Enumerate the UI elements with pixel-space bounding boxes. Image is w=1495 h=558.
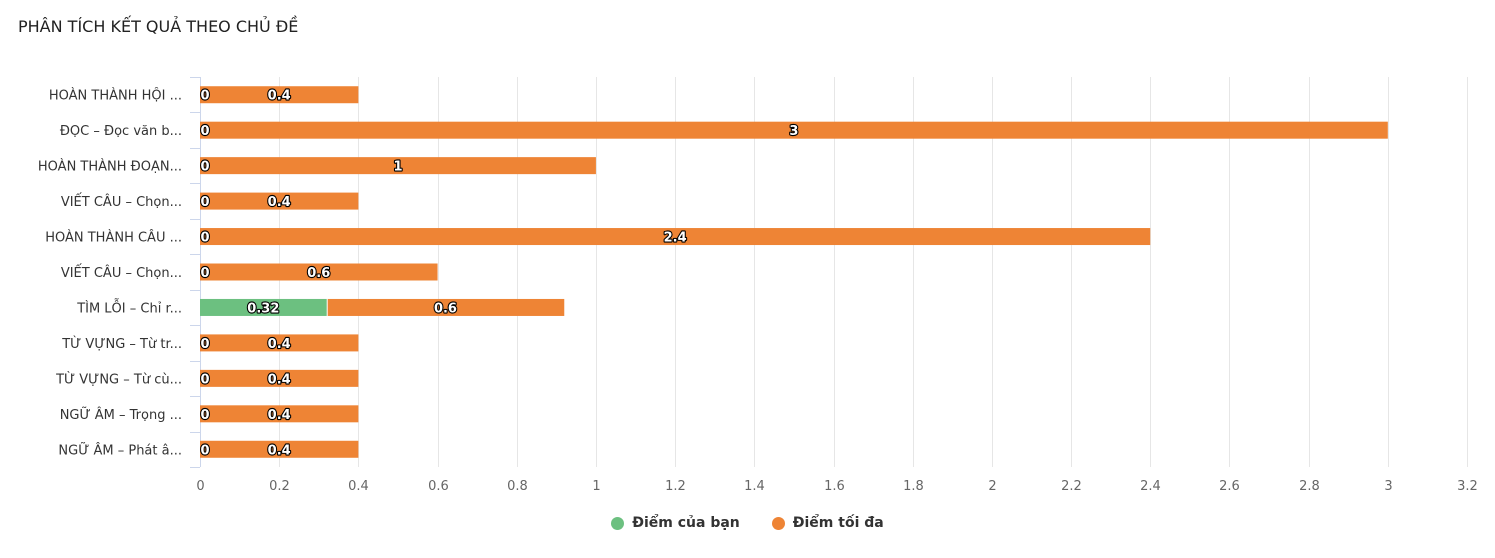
bar-chart: HOÀN THÀNH HỘI ... ĐỌC – Đọc văn b... HOÀN… bbox=[38, 77, 1478, 494]
bars bbox=[200, 86, 1388, 458]
legend-marker-max-score bbox=[771, 516, 785, 530]
data-label: 0 bbox=[200, 89, 209, 104]
bar-max-score bbox=[200, 86, 359, 104]
legend: Điểm của bạn Điểm tối đa bbox=[0, 515, 1495, 531]
legend-marker-your-score bbox=[611, 516, 625, 530]
x-tick-label: 2.6 bbox=[1219, 479, 1240, 494]
legend-label-max-score: Điểm tối đa bbox=[792, 515, 884, 531]
category-labels: HOÀN THÀNH HỘI ... ĐỌC – Đọc văn b... HOÀN… bbox=[38, 88, 182, 459]
data-labels: 0 0.4 0 3 0 1 0 0.4 0 2.4 0 0.6 0.32 0.6 0 0.4 0 0.4 0 0.4 0… bbox=[199, 88, 799, 460]
data-label: 0 bbox=[200, 231, 209, 246]
x-tick-label: 0.4 bbox=[348, 479, 369, 494]
data-label: 0.4 bbox=[268, 408, 291, 423]
data-label: 0.4 bbox=[268, 443, 291, 458]
data-label: 0.6 bbox=[307, 266, 330, 281]
data-label: 2.4 bbox=[664, 231, 687, 246]
bar-max-score bbox=[200, 263, 438, 281]
category-label: NGỮ ÂM – Trọng ... bbox=[60, 407, 182, 423]
data-label: 0.32 bbox=[247, 301, 279, 316]
x-tick-label: 0.6 bbox=[428, 479, 449, 494]
x-tick-label: 3 bbox=[1384, 479, 1392, 494]
bar-max-score bbox=[200, 157, 596, 175]
category-label: ĐỌC – Đọc văn b... bbox=[60, 124, 182, 139]
data-label: 0 bbox=[200, 372, 209, 387]
x-tick-label: 1 bbox=[592, 479, 600, 494]
data-label: 0 bbox=[200, 337, 209, 352]
data-label: 1 bbox=[393, 160, 402, 175]
category-label: TỪ VỰNG – Từ tr... bbox=[61, 336, 182, 352]
category-label: VIẾT CÂU – Chọn... bbox=[61, 264, 182, 281]
x-tick-label: 0.8 bbox=[507, 479, 528, 494]
legend-label-your-score: Điểm của bạn bbox=[632, 515, 740, 531]
x-tick-label: 2.8 bbox=[1299, 479, 1320, 494]
data-label: 0 bbox=[200, 443, 209, 458]
data-label: 3 bbox=[789, 124, 798, 139]
category-label: HOÀN THÀNH CÂU ... bbox=[45, 230, 182, 246]
bar-max-score bbox=[200, 228, 1151, 246]
legend-item-your-score[interactable]: Điểm của bạn bbox=[611, 515, 740, 531]
chart-title: PHÂN TÍCH KẾT QUẢ THEO CHỦ ĐỀ bbox=[18, 17, 299, 36]
category-label: TỪ VỰNG – Từ cù... bbox=[55, 371, 182, 387]
bar-max-score bbox=[200, 405, 359, 423]
x-tick-label: 1.2 bbox=[665, 479, 686, 494]
category-label: HOÀN THÀNH ĐOẠN... bbox=[38, 159, 182, 175]
data-label: 0 bbox=[200, 124, 209, 139]
bar-your-score bbox=[200, 298, 327, 316]
category-label: TÌM LỖI – Chỉ r... bbox=[76, 298, 182, 316]
data-label: 0.4 bbox=[268, 372, 291, 387]
bar-max-score bbox=[200, 369, 359, 387]
x-tick-label: 1.4 bbox=[744, 479, 765, 494]
x-tick-label: 2.2 bbox=[1061, 479, 1082, 494]
bar-max-score bbox=[200, 121, 1388, 139]
data-label: 0 bbox=[200, 408, 209, 423]
bar-max-score bbox=[200, 440, 359, 458]
x-tick-label: 0 bbox=[196, 479, 204, 494]
data-label: 0.4 bbox=[268, 195, 291, 210]
legend-item-max-score[interactable]: Điểm tối đa bbox=[771, 515, 884, 531]
x-tick-label: 3.2 bbox=[1457, 479, 1478, 494]
bar-max-score bbox=[327, 298, 565, 316]
category-label: HOÀN THÀNH HỘI ... bbox=[49, 88, 182, 104]
data-label: 0 bbox=[200, 195, 209, 210]
x-tick-label: 2 bbox=[988, 479, 996, 494]
bar-max-score bbox=[200, 192, 359, 210]
category-label: NGỮ ÂM – Phát â... bbox=[58, 442, 182, 458]
category-label: VIẾT CÂU – Chọn... bbox=[61, 193, 182, 210]
data-label: 0.4 bbox=[268, 337, 291, 352]
data-label: 0.6 bbox=[434, 301, 457, 316]
x-tick-label: 2.4 bbox=[1140, 479, 1161, 494]
data-label: 0 bbox=[200, 266, 209, 281]
x-axis-ticks: 0 0.2 0.4 0.6 0.8 1 1.2 1.4 1.6 1.8 2 2.2 2.4 2.6 2.8 3… bbox=[196, 479, 1477, 494]
x-tick-label: 1.8 bbox=[903, 479, 924, 494]
grid-lines bbox=[190, 77, 1468, 468]
data-label: 0.4 bbox=[268, 89, 291, 104]
data-label: 0 bbox=[200, 160, 209, 175]
x-tick-label: 0.2 bbox=[269, 479, 290, 494]
x-tick-label: 1.6 bbox=[824, 479, 845, 494]
bar-max-score bbox=[200, 334, 359, 352]
